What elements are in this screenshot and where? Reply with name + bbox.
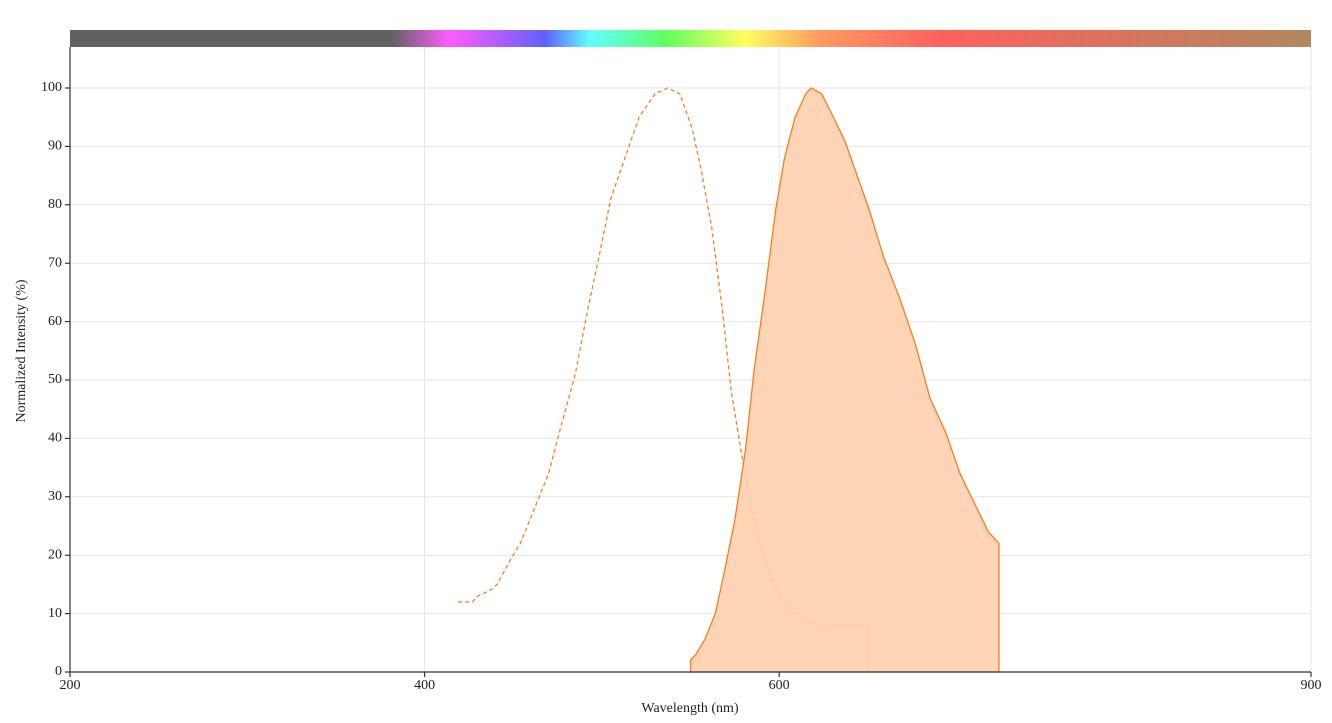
axes: 0 10 20 30 40 50 60 70 80 90 100 200 400 600 900 [41, 47, 1322, 693]
y-tick-label: 30 [48, 489, 62, 504]
x-tick-label: 200 [60, 678, 81, 693]
grid [69, 47, 1312, 673]
y-tick-label: 100 [41, 80, 62, 95]
y-tick-label: 80 [48, 197, 62, 212]
y-tick-label: 90 [48, 139, 62, 154]
y-tick-label: 20 [48, 547, 62, 562]
x-axis-label: Wavelength (nm) [641, 701, 739, 716]
y-axis-label: Normalized Intensity (%) [14, 279, 29, 422]
x-tick-label: 400 [414, 678, 435, 693]
y-tick-label: 60 [48, 314, 62, 329]
excitation-line [458, 87, 869, 672]
plot-area [458, 87, 1000, 673]
spectrum-bar [70, 30, 1311, 47]
y-tick-label: 70 [48, 255, 62, 270]
emission-area [689, 87, 1000, 673]
y-tick-label: 50 [48, 372, 62, 387]
y-tick-label: 0 [55, 664, 62, 679]
y-tick-label: 40 [48, 431, 62, 446]
x-tick-label: 900 [1301, 678, 1322, 693]
y-tick-label: 10 [48, 606, 62, 621]
x-tick-label: 600 [769, 678, 790, 693]
